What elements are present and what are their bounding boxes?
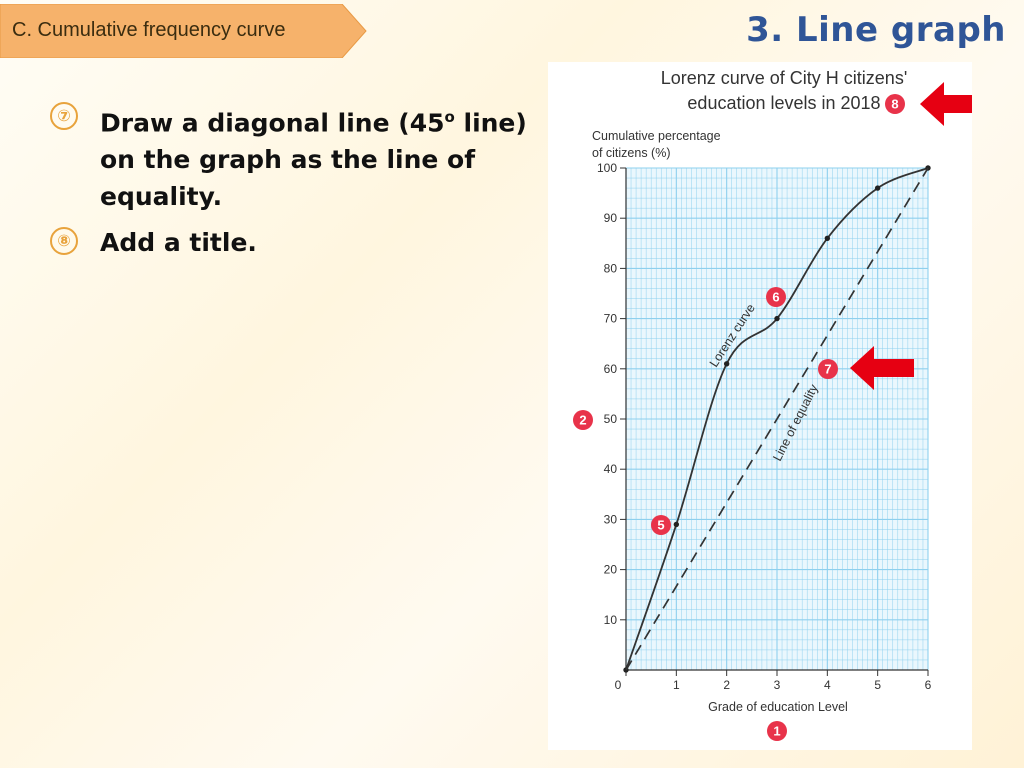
- step-7-number: ⑦: [50, 102, 78, 130]
- step-8-text: Add a title.: [100, 228, 257, 257]
- callout-title-circle: [885, 94, 905, 114]
- callout-y-axis-circle: [573, 410, 593, 430]
- step-7-superscript: o: [444, 108, 455, 126]
- x-tick-label: 6: [925, 678, 932, 692]
- callout-curve-label-circle: [766, 287, 786, 307]
- step-7: ⑦ Draw a diagonal line (45o line) on the…: [50, 99, 530, 219]
- chart-title-line-2: education levels in 2018: [687, 93, 880, 113]
- chart-title-line-1: Lorenz curve of City H citizens': [661, 68, 908, 88]
- step-7-text-after: line) on the graph as the line of equali…: [100, 108, 527, 212]
- step-7-text-before: Draw a diagonal line (45: [100, 108, 445, 138]
- lorenz-curve-point: [673, 521, 680, 528]
- x-tick-label: 5: [874, 678, 881, 692]
- callout-equality-line-circle: [818, 359, 838, 379]
- x-tick-label: 1: [673, 678, 680, 692]
- y-tick-label: 80: [604, 261, 618, 275]
- lorenz-curve-point: [874, 185, 881, 191]
- lorenz-curve: [625, 167, 929, 671]
- x-tick-label: 0: [615, 678, 622, 692]
- y-tick-label: 10: [604, 613, 618, 627]
- section-tag-shape: [0, 4, 367, 58]
- grid: [625, 167, 929, 671]
- title-arrow: [920, 82, 972, 126]
- page-title: 3. Line graph: [746, 10, 1006, 50]
- step-8-number: ⑧: [50, 227, 78, 255]
- callout-equality-line-number: 7: [824, 362, 831, 377]
- step-8: ⑧ Add a title.: [50, 224, 530, 264]
- step-7-text: Draw a diagonal line (45o line) on the g…: [100, 99, 530, 215]
- lorenz-curve-point: [723, 361, 730, 367]
- y-tick-label: 60: [604, 362, 618, 376]
- callout-curve-point-circle: [651, 515, 671, 535]
- y-tick-label: 100: [597, 161, 617, 175]
- y-tick-label: 50: [604, 412, 618, 426]
- lorenz-curve-point: [774, 315, 780, 322]
- y-tick-label: 90: [604, 211, 618, 225]
- line-of-equality: [625, 167, 929, 671]
- callout-title-number: 8: [891, 97, 898, 112]
- y-tick-label: 20: [604, 563, 618, 577]
- callout-curve-label-number: 6: [772, 290, 779, 305]
- y-axis-label-line-2: of citizens (%): [592, 146, 671, 160]
- callout-x-axis-number: 1: [773, 724, 780, 739]
- callout-curve-point-number: 5: [657, 518, 664, 533]
- x-tick-label: 3: [774, 678, 781, 692]
- y-tick-label: 30: [604, 512, 618, 526]
- chart-panel: 10 20 30 40 50 60 70 80 90 100 0 1 2 3 4 5 6 Lorenz curve…: [548, 62, 972, 750]
- section-tag: C. Cumulative frequency curve: [0, 4, 368, 58]
- callout-x-axis-circle: [767, 721, 787, 741]
- x-tick-label: 2: [723, 678, 730, 692]
- y-tick-label: 40: [604, 462, 618, 476]
- section-tag-label: C. Cumulative frequency curve: [12, 19, 286, 41]
- y-axis-label-line-1: Cumulative percentage: [592, 129, 721, 143]
- callout-y-axis-number: 2: [579, 413, 586, 428]
- lorenz-chart: 10 20 30 40 50 60 70 80 90 100 0 1 2 3 4 5 6 Lorenz curve…: [573, 68, 972, 741]
- lorenz-curve-point: [824, 235, 831, 241]
- x-tick-label: 4: [824, 678, 831, 692]
- y-tick-label: 70: [604, 312, 618, 326]
- x-axis-label: Grade of education Level: [708, 700, 848, 714]
- equality-line-arrow: [850, 346, 914, 390]
